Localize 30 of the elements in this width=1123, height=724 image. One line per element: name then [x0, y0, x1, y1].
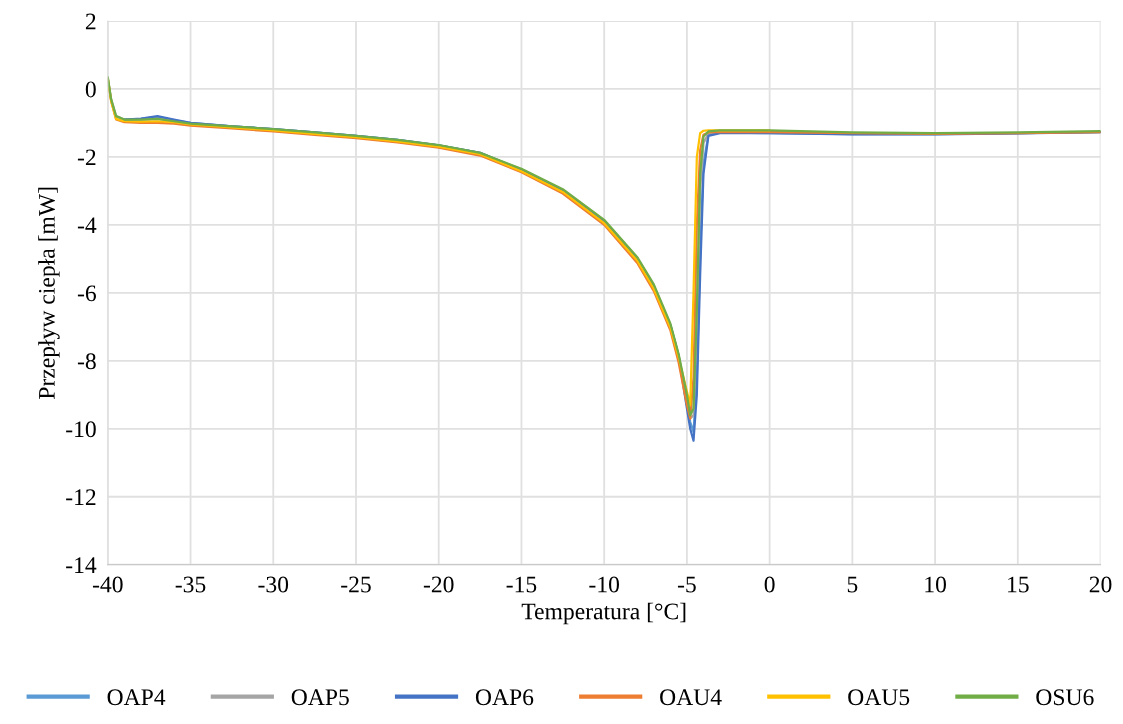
x-tick-label: -5	[677, 576, 696, 593]
legend-label: OSU6	[1036, 689, 1094, 706]
y-tick-label: -10	[66, 421, 96, 438]
x-tick-label: -25	[341, 576, 371, 593]
y-tick-label: 0	[85, 81, 96, 98]
x-axis-title: Temperatura [°C]	[521, 602, 686, 625]
legend-label: OAP6	[475, 689, 534, 706]
x-tick-label: -10	[589, 576, 620, 593]
y-tick-label: -6	[77, 285, 96, 302]
x-tick-label: -40	[92, 576, 123, 593]
x-tick-label: -35	[175, 576, 206, 593]
y-tick-label: -12	[66, 489, 96, 505]
y-tick-label: -8	[77, 353, 96, 370]
x-tick-label: -20	[423, 576, 454, 593]
y-tick-label: -2	[77, 149, 96, 166]
y-tick-label: -4	[77, 217, 97, 234]
x-tick-label: -15	[506, 576, 537, 593]
x-tick-label: 15	[1008, 576, 1029, 593]
y-axis-title: Przepływ ciepła [mW]	[38, 187, 60, 400]
x-tick-label: 5	[847, 576, 858, 593]
legend-label: OAP5	[291, 689, 349, 706]
y-tick-label: 2	[85, 13, 96, 30]
x-tick-label: -30	[258, 576, 289, 593]
x-tick-label: 10	[925, 576, 946, 593]
legend-label: OAU5	[848, 689, 910, 706]
x-tick-label: 20	[1089, 576, 1112, 593]
y-tick-label: -14	[66, 557, 97, 573]
x-tick-label: 0	[764, 576, 775, 593]
legend-label: OAU4	[660, 689, 722, 706]
legend-label: OAP4	[107, 689, 166, 706]
